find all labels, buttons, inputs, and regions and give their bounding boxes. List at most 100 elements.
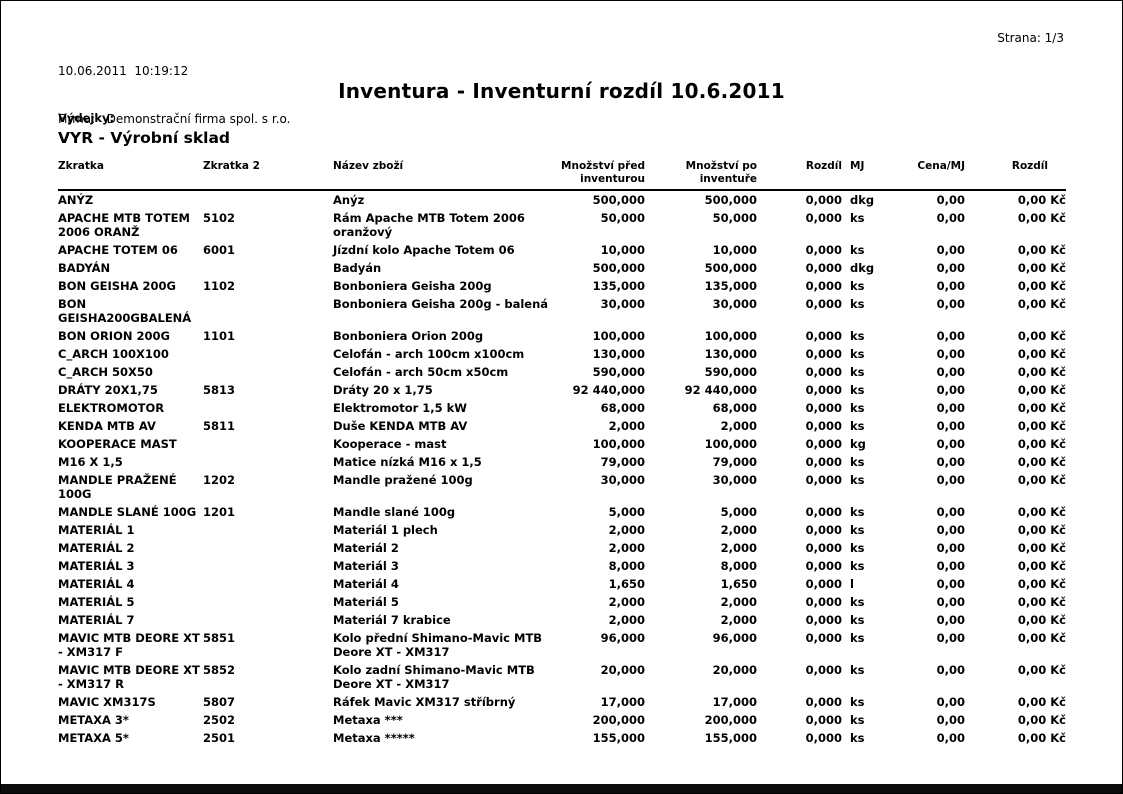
cell-rozdil-kc: 0,00 Kč bbox=[965, 381, 1066, 399]
cell-rozdil-kc: 0,00 Kč bbox=[965, 453, 1066, 471]
cell-mnozstvi-pred: 10,000 bbox=[600, 243, 645, 257]
cell-rozdil: 0,000 bbox=[805, 713, 842, 727]
table-row: C_ARCH 50X50 Celofán - arch 50cm x50cm 5… bbox=[58, 363, 1066, 381]
rozdil-kc-value: 0,00 bbox=[1017, 329, 1047, 343]
vydejky-label: Výdejky: bbox=[58, 111, 115, 125]
cell-mj: ks bbox=[850, 211, 865, 225]
cell-rozdil-kc: 0,00 Kč bbox=[965, 593, 1066, 611]
cell-mnozstvi-pred: 20,000 bbox=[600, 663, 645, 677]
firm-line: Firma: Demonstrační firma spol. s r.o. bbox=[58, 111, 290, 127]
cell-mnozstvi-pred: 200,000 bbox=[592, 713, 645, 727]
cell-zkratka: METAXA 3* bbox=[58, 713, 129, 727]
rozdil-kc-value: 0,00 bbox=[1017, 695, 1047, 709]
cell-zkratka2: 1102 bbox=[203, 279, 236, 293]
cell-cena-mj: 0,00 bbox=[936, 419, 965, 433]
rozdil-kc-value: 0,00 bbox=[1017, 595, 1047, 609]
cell-zkratka: C_ARCH 50X50 bbox=[58, 365, 153, 379]
cell-mnozstvi-po: 2,000 bbox=[720, 541, 757, 555]
firm-name: Demonstrační firma spol. s r.o. bbox=[106, 112, 291, 126]
cell-cena-mj: 0,00 bbox=[936, 631, 965, 645]
cell-nazev-zbozi: Mandle pražené 100g bbox=[333, 473, 473, 487]
cell-nazev-zbozi: Materiál 7 krabice bbox=[333, 613, 451, 627]
cell-zkratka2: 5811 bbox=[203, 419, 236, 433]
cell-cena-mj: 0,00 bbox=[936, 365, 965, 379]
table-row: KENDA MTB AV 5811 Duše KENDA MTB AV 2,00… bbox=[58, 417, 1066, 435]
cell-mnozstvi-po: 79,000 bbox=[712, 455, 757, 469]
cell-mj: ks bbox=[850, 279, 865, 293]
cell-nazev-zbozi: Ráfek Mavic XM317 stříbrný bbox=[333, 695, 516, 709]
cell-nazev-zbozi: Kolo přední Shimano-Mavic MTB Deore XT -… bbox=[333, 631, 543, 659]
inventory-table-body: ANÝZ Anýz 500,000 500,000 0,000 dkg 0,00… bbox=[58, 190, 1066, 747]
table-row: ELEKTROMOTOR Elektromotor 1,5 kW 68,000 … bbox=[58, 399, 1066, 417]
cell-cena-mj: 0,00 bbox=[936, 595, 965, 609]
cell-mnozstvi-po: 1,650 bbox=[720, 577, 757, 591]
currency-suffix: Kč bbox=[1050, 613, 1066, 627]
cell-zkratka2: 5813 bbox=[203, 383, 236, 397]
rozdil-kc-value: 0,00 bbox=[1017, 193, 1047, 207]
rozdil-kc-value: 0,00 bbox=[1017, 559, 1047, 573]
cell-mj: ks bbox=[850, 695, 865, 709]
cell-mnozstvi-pred: 155,000 bbox=[592, 731, 645, 745]
cell-rozdil-kc: 0,00 Kč bbox=[965, 241, 1066, 259]
cell-mnozstvi-po: 590,000 bbox=[704, 365, 757, 379]
rozdil-kc-value: 0,00 bbox=[1017, 613, 1047, 627]
cell-rozdil: 0,000 bbox=[805, 731, 842, 745]
cell-zkratka: BADYÁN bbox=[58, 261, 111, 275]
cell-rozdil-kc: 0,00 Kč bbox=[965, 190, 1066, 209]
cell-rozdil: 0,000 bbox=[805, 193, 842, 207]
cell-mj: ks bbox=[850, 523, 865, 537]
currency-suffix: Kč bbox=[1050, 505, 1066, 519]
cell-nazev-zbozi: Mandle slané 100g bbox=[333, 505, 456, 519]
cell-zkratka2: 2502 bbox=[203, 713, 236, 727]
col-header-mnozstvi-pred: Množství před inventurou bbox=[553, 158, 645, 191]
cell-mnozstvi-pred: 17,000 bbox=[600, 695, 645, 709]
cell-mnozstvi-po: 2,000 bbox=[720, 595, 757, 609]
cell-mnozstvi-pred: 500,000 bbox=[592, 193, 645, 207]
cell-rozdil-kc: 0,00 Kč bbox=[965, 729, 1066, 747]
cell-zkratka: METAXA 5* bbox=[58, 731, 129, 745]
cell-mj: ks bbox=[850, 473, 865, 487]
table-row: MATERIÁL 1 Materiál 1 plech 2,000 2,000 … bbox=[58, 521, 1066, 539]
cell-zkratka: MATERIÁL 1 bbox=[58, 523, 135, 537]
cell-zkratka: M16 X 1,5 bbox=[58, 455, 123, 469]
currency-suffix: Kč bbox=[1050, 713, 1066, 727]
cell-mnozstvi-po: 50,000 bbox=[712, 211, 757, 225]
cell-mj: ks bbox=[850, 595, 865, 609]
cell-rozdil: 0,000 bbox=[805, 437, 842, 451]
cell-cena-mj: 0,00 bbox=[936, 541, 965, 555]
cell-rozdil: 0,000 bbox=[805, 595, 842, 609]
cell-zkratka2 bbox=[203, 435, 333, 453]
cell-mnozstvi-pred: 79,000 bbox=[600, 455, 645, 469]
cell-mnozstvi-pred: 68,000 bbox=[600, 401, 645, 415]
cell-mnozstvi-pred: 8,000 bbox=[608, 559, 645, 573]
cell-cena-mj: 0,00 bbox=[936, 473, 965, 487]
cell-zkratka2 bbox=[203, 399, 333, 417]
cell-zkratka2: 1101 bbox=[203, 329, 236, 343]
cell-nazev-zbozi: Materiál 1 plech bbox=[333, 523, 438, 537]
cell-zkratka: APACHE TOTEM 06 bbox=[58, 243, 178, 257]
cell-rozdil-kc: 0,00 Kč bbox=[965, 575, 1066, 593]
currency-suffix: Kč bbox=[1050, 401, 1066, 415]
cell-zkratka: MATERIÁL 4 bbox=[58, 577, 135, 591]
cell-cena-mj: 0,00 bbox=[936, 505, 965, 519]
cell-rozdil-kc: 0,00 Kč bbox=[965, 471, 1066, 503]
cell-cena-mj: 0,00 bbox=[936, 279, 965, 293]
cell-nazev-zbozi: Anýz bbox=[333, 193, 365, 207]
cell-mj: ks bbox=[850, 455, 865, 469]
currency-suffix: Kč bbox=[1050, 559, 1066, 573]
cell-rozdil-kc: 0,00 Kč bbox=[965, 277, 1066, 295]
cell-rozdil-kc: 0,00 Kč bbox=[965, 711, 1066, 729]
cell-mnozstvi-pred: 5,000 bbox=[608, 505, 645, 519]
page-number: Strana: 1/3 bbox=[997, 31, 1064, 45]
cell-mnozstvi-pred: 2,000 bbox=[608, 613, 645, 627]
cell-rozdil-kc: 0,00 Kč bbox=[965, 661, 1066, 693]
col-header-mnozstvi-po: Množství po inventuře bbox=[645, 158, 757, 191]
cell-cena-mj: 0,00 bbox=[936, 437, 965, 451]
cell-mnozstvi-po: 10,000 bbox=[712, 243, 757, 257]
currency-suffix: Kč bbox=[1050, 279, 1066, 293]
inventory-table-wrap: Zkratka Zkratka 2 Název zboží Množství p… bbox=[58, 158, 1066, 747]
table-row: MAVIC MTB DEORE XT - XM317 F 5851 Kolo p… bbox=[58, 629, 1066, 661]
cell-mj: ks bbox=[850, 243, 865, 257]
cell-cena-mj: 0,00 bbox=[936, 559, 965, 573]
cell-mj: ks bbox=[850, 505, 865, 519]
